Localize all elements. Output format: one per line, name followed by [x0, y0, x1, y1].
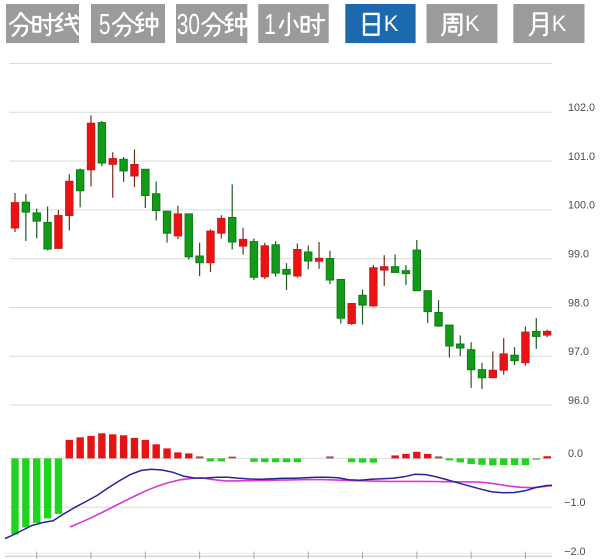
- svg-text:30: 30: [177, 9, 200, 41]
- svg-text:96.0: 96.0: [568, 395, 589, 407]
- svg-text:102.0: 102.0: [568, 102, 595, 114]
- svg-text:−1.0: −1.0: [564, 497, 585, 509]
- svg-text:K: K: [465, 11, 480, 36]
- svg-text:5: 5: [99, 9, 111, 41]
- svg-text:99.0: 99.0: [568, 249, 589, 261]
- svg-text:98.0: 98.0: [568, 297, 589, 309]
- svg-text:101.0: 101.0: [568, 151, 595, 163]
- svg-text:0.0: 0.0: [568, 448, 583, 460]
- svg-text:1: 1: [264, 9, 276, 41]
- svg-text:100.0: 100.0: [568, 200, 595, 212]
- svg-text:−2.0: −2.0: [564, 546, 585, 558]
- svg-text:97.0: 97.0: [568, 346, 589, 358]
- svg-text:K: K: [552, 11, 567, 36]
- svg-text:K: K: [384, 11, 399, 36]
